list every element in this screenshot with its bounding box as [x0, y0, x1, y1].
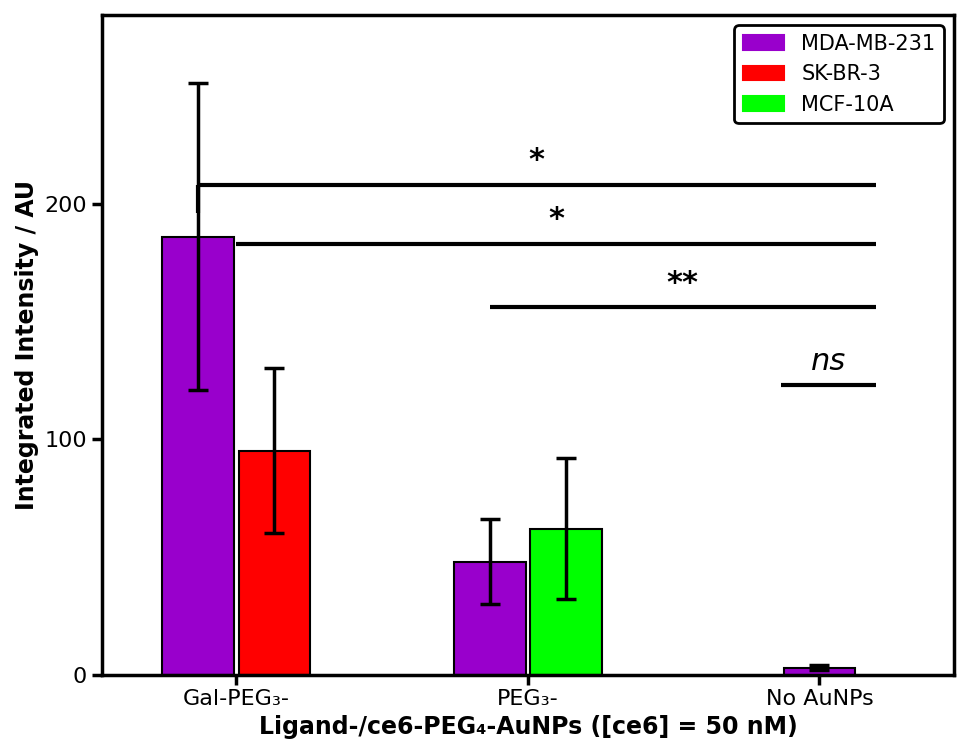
Text: *: *	[529, 146, 545, 175]
Y-axis label: Integrated Intensity / AU: Integrated Intensity / AU	[15, 180, 39, 510]
Bar	[530, 529, 602, 675]
Text: *: *	[547, 205, 564, 234]
Bar	[453, 562, 525, 675]
Bar	[238, 451, 310, 675]
Legend: MDA-MB-231, SK-BR-3, MCF-10A: MDA-MB-231, SK-BR-3, MCF-10A	[735, 26, 944, 123]
Text: ns: ns	[811, 347, 846, 375]
Text: **: **	[667, 268, 699, 298]
Bar	[163, 237, 234, 675]
Bar	[784, 668, 856, 675]
X-axis label: Ligand-/ce6-PEG₄-AuNPs ([ce6] = 50 nM): Ligand-/ce6-PEG₄-AuNPs ([ce6] = 50 nM)	[259, 715, 797, 739]
